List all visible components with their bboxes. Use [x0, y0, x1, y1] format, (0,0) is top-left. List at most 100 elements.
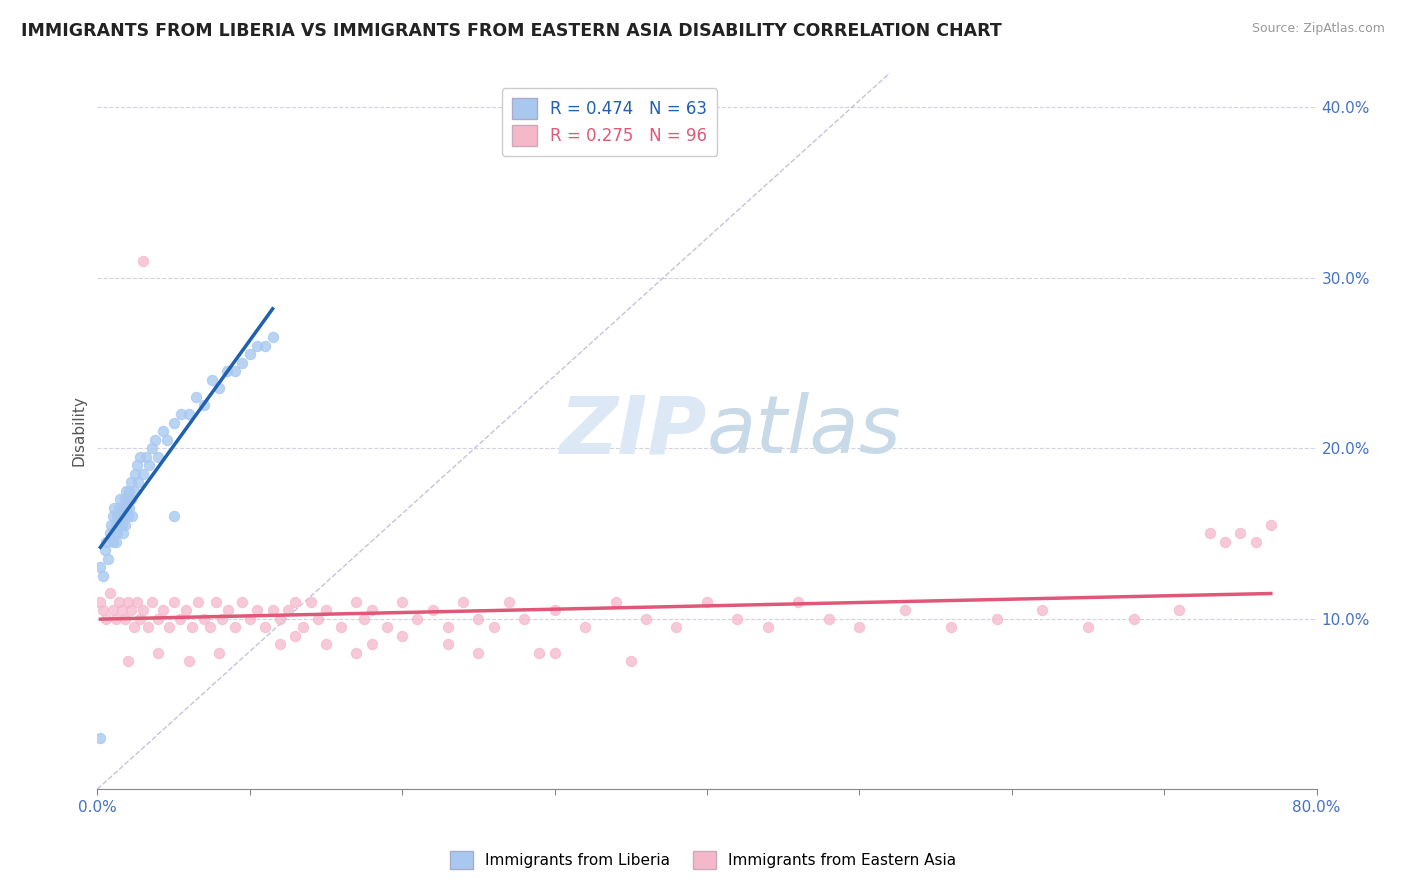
- Point: [105, 526, 128, 541]
- Point: [756, 620, 779, 634]
- Point: [115, 483, 138, 498]
- Point: [117, 509, 139, 524]
- Point: [605, 594, 627, 608]
- Point: [108, 509, 131, 524]
- Point: [138, 458, 160, 472]
- Point: [117, 492, 139, 507]
- Point: [231, 356, 253, 370]
- Point: [135, 450, 157, 464]
- Point: [543, 646, 565, 660]
- Point: [122, 483, 145, 498]
- Point: [111, 603, 134, 617]
- Legend: Immigrants from Liberia, Immigrants from Eastern Asia: Immigrants from Liberia, Immigrants from…: [444, 845, 962, 875]
- Point: [132, 467, 155, 481]
- Point: [141, 594, 163, 608]
- Point: [391, 629, 413, 643]
- Point: [1244, 535, 1267, 549]
- Point: [253, 620, 276, 634]
- Point: [117, 654, 139, 668]
- Point: [543, 603, 565, 617]
- Point: [437, 620, 460, 634]
- Point: [108, 492, 131, 507]
- Point: [111, 500, 134, 515]
- Point: [1199, 526, 1222, 541]
- Point: [1077, 620, 1099, 634]
- Point: [118, 500, 141, 515]
- Point: [96, 535, 118, 549]
- Point: [177, 407, 200, 421]
- Point: [292, 620, 315, 634]
- Point: [112, 526, 135, 541]
- Point: [114, 612, 136, 626]
- Point: [98, 526, 121, 541]
- Point: [346, 594, 368, 608]
- Point: [620, 654, 643, 668]
- Point: [375, 620, 398, 634]
- Point: [315, 637, 337, 651]
- Point: [101, 603, 124, 617]
- Point: [224, 620, 246, 634]
- Point: [98, 586, 121, 600]
- Point: [162, 416, 184, 430]
- Point: [1168, 603, 1191, 617]
- Point: [157, 620, 180, 634]
- Point: [121, 509, 143, 524]
- Point: [105, 509, 128, 524]
- Point: [107, 594, 129, 608]
- Point: [818, 612, 841, 626]
- Point: [422, 603, 444, 617]
- Point: [115, 500, 138, 515]
- Point: [112, 509, 135, 524]
- Point: [125, 594, 148, 608]
- Point: [148, 612, 170, 626]
- Point: [177, 654, 200, 668]
- Point: [284, 594, 307, 608]
- Point: [103, 500, 125, 515]
- Point: [96, 612, 118, 626]
- Point: [894, 603, 917, 617]
- Point: [129, 612, 152, 626]
- Point: [100, 517, 122, 532]
- Text: IMMIGRANTS FROM LIBERIA VS IMMIGRANTS FROM EASTERN ASIA DISABILITY CORRELATION C: IMMIGRANTS FROM LIBERIA VS IMMIGRANTS FR…: [21, 22, 1002, 40]
- Point: [193, 399, 215, 413]
- Point: [114, 492, 136, 507]
- Point: [246, 339, 269, 353]
- Point: [208, 646, 231, 660]
- Point: [787, 594, 810, 608]
- Point: [262, 603, 284, 617]
- Point: [208, 381, 231, 395]
- Point: [574, 620, 596, 634]
- Point: [170, 407, 193, 421]
- Point: [132, 603, 155, 617]
- Point: [269, 612, 291, 626]
- Point: [198, 620, 221, 634]
- Point: [246, 603, 269, 617]
- Point: [152, 603, 174, 617]
- Point: [360, 603, 382, 617]
- Point: [124, 467, 146, 481]
- Point: [360, 637, 382, 651]
- Y-axis label: Disability: Disability: [72, 396, 86, 467]
- Point: [696, 594, 718, 608]
- Point: [129, 450, 152, 464]
- Point: [986, 612, 1008, 626]
- Point: [725, 612, 748, 626]
- Point: [1213, 535, 1236, 549]
- Point: [284, 629, 307, 643]
- Point: [315, 603, 337, 617]
- Point: [513, 612, 536, 626]
- Point: [239, 347, 262, 361]
- Point: [162, 509, 184, 524]
- Point: [451, 594, 474, 608]
- Text: Source: ZipAtlas.com: Source: ZipAtlas.com: [1251, 22, 1385, 36]
- Point: [104, 517, 127, 532]
- Point: [104, 535, 127, 549]
- Point: [211, 612, 233, 626]
- Point: [346, 646, 368, 660]
- Point: [482, 620, 505, 634]
- Point: [253, 339, 276, 353]
- Point: [1031, 603, 1053, 617]
- Point: [94, 543, 117, 558]
- Point: [156, 433, 179, 447]
- Point: [299, 594, 322, 608]
